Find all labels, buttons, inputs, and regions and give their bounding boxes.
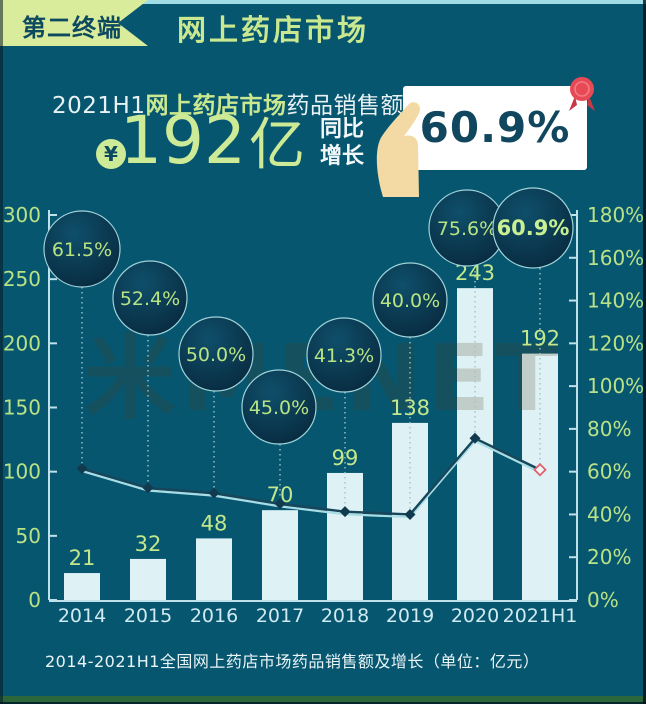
growth-line-highlight	[81, 439, 541, 519]
growth-bubble-label-2018: 41.3%	[314, 345, 374, 367]
bar-value-2016: 48	[201, 511, 228, 535]
sales-amount-unit: 亿	[249, 113, 305, 178]
right-axis-label: 180%	[587, 203, 644, 227]
line-point-2016	[208, 487, 220, 499]
page-title: 网上药店市场	[177, 13, 370, 47]
bar-2016	[196, 538, 232, 600]
bar-value-2014: 21	[69, 546, 96, 570]
bar-2014	[64, 573, 100, 600]
hand-icon	[376, 102, 420, 197]
growth-line	[81, 436, 541, 516]
x-label-2018: 2018	[321, 605, 369, 627]
right-axis-label: 160%	[587, 246, 644, 270]
left-edge	[0, 0, 3, 704]
top-accent-strip	[0, 0, 646, 4]
bar-2017	[262, 510, 298, 600]
growth-bubble-2018	[306, 317, 382, 393]
left-axis-label: 0	[28, 588, 41, 612]
right-axis-label: 0%	[587, 588, 619, 612]
right-axis-label: 20%	[587, 545, 631, 569]
growth-bubble-label-2021H1: 60.9%	[497, 216, 570, 240]
growth-label-line1: 同比	[320, 117, 365, 142]
left-axis-label: 150	[3, 396, 41, 420]
growth-bubble-2016	[178, 316, 254, 392]
x-label-2021H1: 2021H1	[503, 605, 578, 627]
line-point-2015	[142, 482, 154, 494]
yen-icon: ¥	[96, 139, 126, 169]
left-axis-label: 100	[3, 460, 41, 484]
line-point-2019	[404, 508, 416, 520]
growth-bubble-2017	[241, 369, 317, 445]
growth-bubble-label-2015: 52.4%	[120, 288, 180, 310]
bottom-strip	[0, 696, 646, 702]
bar-2018	[327, 472, 363, 600]
headline-market: 网上药店市场	[145, 93, 287, 119]
growth-bubble-label-2020: 75.6%	[437, 218, 497, 240]
right-axis-label: 100%	[587, 374, 644, 398]
growth-bubble-2021H1	[492, 187, 574, 269]
right-axis-label: 120%	[587, 331, 644, 355]
line-point-2017	[274, 498, 286, 510]
growth-value: 60.9%	[419, 103, 571, 152]
growth-bubble-label-2016: 50.0%	[186, 344, 246, 366]
left-axis-label: 200	[3, 331, 41, 355]
headline-prefix: 2021H1	[52, 93, 146, 119]
left-axis-label: 250	[3, 267, 41, 291]
growth-card: 60.9%	[403, 86, 587, 170]
bar-value-2018: 99	[332, 446, 359, 470]
x-label-2015: 2015	[124, 605, 172, 627]
bar-2015	[130, 558, 166, 600]
right-axis-label: 80%	[587, 417, 631, 441]
x-label-2016: 2016	[190, 605, 238, 627]
growth-label-line2: 增长	[320, 144, 365, 169]
line-point-2021H1	[533, 462, 547, 477]
bottom-edge	[0, 702, 646, 704]
growth-bubble-2019	[372, 262, 448, 338]
bar-value-2019: 138	[390, 396, 430, 420]
growth-bubble-label-2014: 61.5%	[52, 239, 112, 261]
right-axis-label: 60%	[587, 460, 631, 484]
right-axis-label: 140%	[587, 289, 644, 313]
section-ribbon-label: 第二终端	[22, 14, 122, 42]
x-label-2019: 2019	[386, 605, 434, 627]
left-axis-label: 50	[16, 524, 41, 548]
growth-bubble-label-2019: 40.0%	[380, 290, 440, 312]
line-point-2020	[469, 432, 481, 444]
x-label-2017: 2017	[256, 605, 304, 627]
caption: 2014-2021H1全国网上药店市场药品销售额及增长（单位：亿元）	[45, 652, 540, 671]
line-point-2018	[339, 506, 351, 518]
line-point-2014	[76, 462, 88, 474]
right-axis-label: 40%	[587, 502, 631, 526]
sales-amount: 192	[120, 102, 246, 179]
growth-bubble-label-2017: 45.0%	[249, 397, 309, 419]
growth-label: 同比 增长	[320, 116, 364, 170]
growth-bubble-2015	[112, 260, 188, 336]
bar-value-2015: 32	[135, 532, 162, 556]
left-axis-label: 300	[3, 203, 41, 227]
award-ribbon-icon	[569, 77, 595, 111]
right-edge	[643, 0, 646, 704]
bar-value-2021H1: 192	[520, 327, 560, 351]
growth-bubble-2014	[43, 210, 121, 288]
x-label-2020: 2020	[451, 605, 499, 627]
bar-2021H1	[522, 353, 558, 600]
x-label-2014: 2014	[58, 605, 106, 627]
